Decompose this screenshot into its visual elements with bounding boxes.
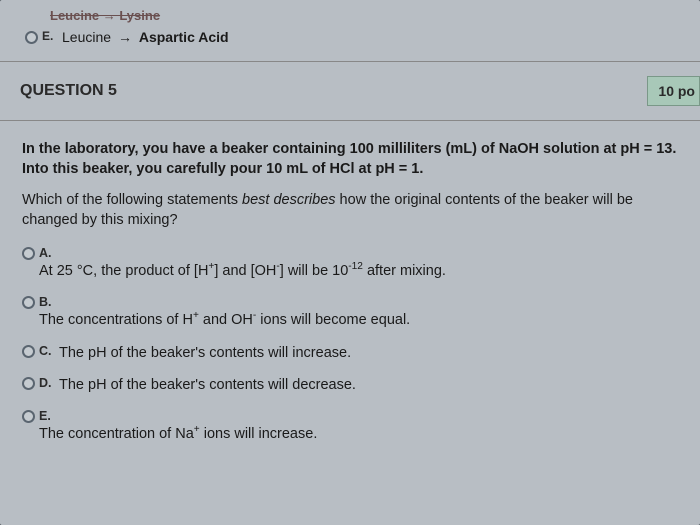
radio-icon[interactable] bbox=[25, 31, 38, 44]
answer-option-a[interactable]: A. At 25 °C, the product of [H+] and [OH… bbox=[22, 246, 678, 281]
previous-question-tail: Leucine → Lysine E. Leucine → Aspartic A… bbox=[0, 0, 700, 62]
struck-option: Leucine → Lysine bbox=[50, 8, 680, 23]
question-prompt-1: In the laboratory, you have a beaker con… bbox=[22, 139, 678, 180]
radio-icon[interactable] bbox=[22, 377, 35, 390]
points-badge: 10 po bbox=[647, 76, 700, 106]
answer-text-b: The concentrations of H+ and OH- ions wi… bbox=[39, 309, 410, 330]
answer-text-d: The pH of the beaker's contents will dec… bbox=[59, 376, 356, 395]
answer-text-c: The pH of the beaker's contents will inc… bbox=[59, 344, 351, 363]
option-letter: E. bbox=[42, 29, 56, 43]
answer-letter-e: E. bbox=[39, 409, 313, 423]
answer-text-e: The concentration of Na+ ions will incre… bbox=[39, 423, 317, 444]
option-row-e-prev[interactable]: E. Leucine → Aspartic Acid bbox=[25, 29, 680, 45]
answer-option-b[interactable]: B. The concentrations of H+ and OH- ions… bbox=[22, 295, 678, 330]
answer-letter-d: D. bbox=[39, 376, 55, 390]
answer-option-e[interactable]: E. The concentration of Na+ ions will in… bbox=[22, 409, 678, 444]
question-prompt-2: Which of the following statements best d… bbox=[22, 190, 678, 231]
radio-icon[interactable] bbox=[22, 410, 35, 423]
question-header: QUESTION 5 10 po bbox=[0, 62, 700, 121]
question-body: In the laboratory, you have a beaker con… bbox=[0, 121, 700, 468]
radio-icon[interactable] bbox=[22, 247, 35, 260]
quiz-page: Leucine → Lysine E. Leucine → Aspartic A… bbox=[0, 0, 700, 525]
radio-icon[interactable] bbox=[22, 345, 35, 358]
answer-letter-c: C. bbox=[39, 344, 55, 358]
answer-option-c[interactable]: C. The pH of the beaker's contents will … bbox=[22, 344, 678, 363]
option-text: Leucine → Aspartic Acid bbox=[62, 29, 229, 45]
radio-icon[interactable] bbox=[22, 296, 35, 309]
arrow-icon: → bbox=[118, 29, 132, 45]
answer-letter-b: B. bbox=[39, 295, 406, 309]
question-title: QUESTION 5 bbox=[20, 82, 117, 100]
answer-option-d[interactable]: D. The pH of the beaker's contents will … bbox=[22, 376, 678, 395]
answer-letter-a: A. bbox=[39, 246, 442, 260]
answer-text-a: At 25 °C, the product of [H+] and [OH-] … bbox=[39, 260, 446, 281]
